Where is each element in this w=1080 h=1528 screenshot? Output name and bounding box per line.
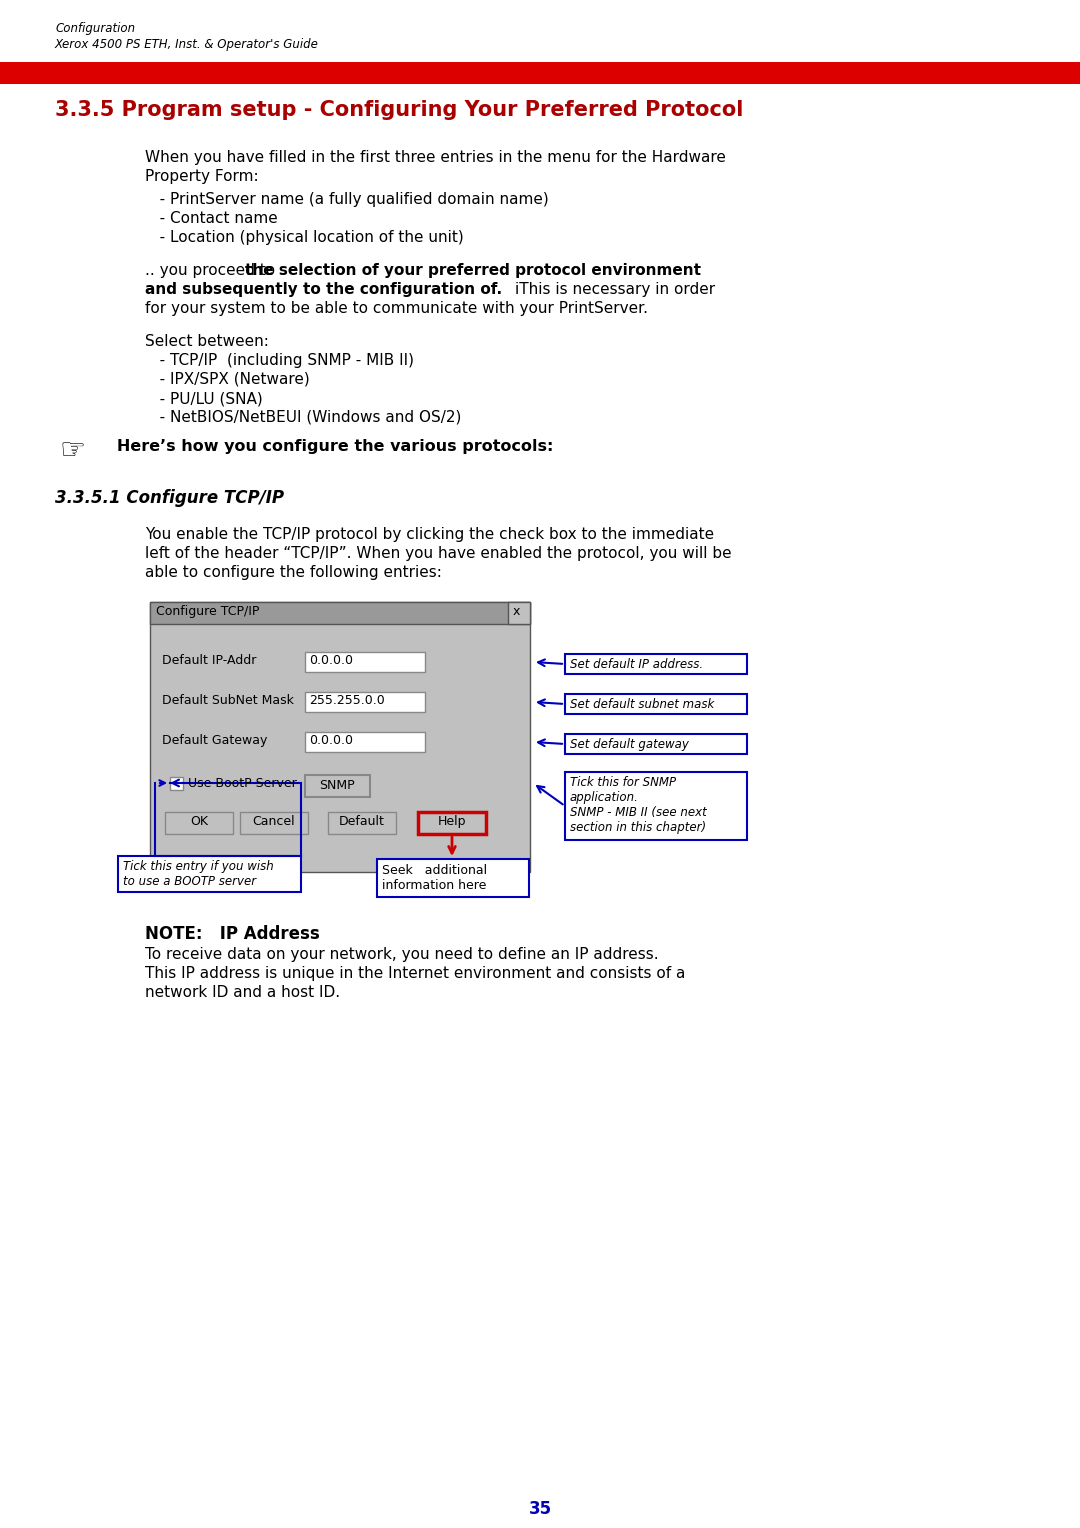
Bar bbox=[377, 859, 529, 897]
Text: Default: Default bbox=[339, 814, 384, 828]
Bar bbox=[240, 811, 308, 834]
Text: 3.3.5.1 Configure TCP/IP: 3.3.5.1 Configure TCP/IP bbox=[55, 489, 284, 507]
Text: - PU/LU (SNA): - PU/LU (SNA) bbox=[145, 391, 262, 406]
Bar bbox=[170, 778, 183, 790]
Text: Default Gateway: Default Gateway bbox=[162, 733, 268, 747]
Text: OK: OK bbox=[190, 814, 208, 828]
Text: To receive data on your network, you need to define an IP address.: To receive data on your network, you nee… bbox=[145, 947, 659, 963]
Text: 35: 35 bbox=[528, 1500, 552, 1517]
Text: 255.255.0.0: 255.255.0.0 bbox=[309, 694, 384, 707]
Bar bbox=[165, 811, 233, 834]
Text: Default SubNet Mask: Default SubNet Mask bbox=[162, 694, 294, 707]
Text: Configure TCP/IP: Configure TCP/IP bbox=[156, 605, 259, 617]
Bar bbox=[305, 692, 426, 712]
Text: Property Form:: Property Form: bbox=[145, 170, 258, 183]
Bar bbox=[150, 602, 530, 623]
Text: - NetBIOS/NetBEUI (Windows and OS/2): - NetBIOS/NetBEUI (Windows and OS/2) bbox=[145, 410, 461, 425]
Text: Default IP-Addr: Default IP-Addr bbox=[162, 654, 256, 668]
Text: ☞: ☞ bbox=[60, 437, 86, 465]
Text: network ID and a host ID.: network ID and a host ID. bbox=[145, 986, 340, 999]
Text: .. you proceed to: .. you proceed to bbox=[145, 263, 280, 278]
Text: Use BootP Server: Use BootP Server bbox=[188, 778, 297, 790]
Text: When you have filled in the first three entries in the menu for the Hardware: When you have filled in the first three … bbox=[145, 150, 726, 165]
Text: x: x bbox=[513, 605, 521, 617]
Text: left of the header “TCP/IP”. When you have enabled the protocol, you will be: left of the header “TCP/IP”. When you ha… bbox=[145, 545, 731, 561]
Text: Select between:: Select between: bbox=[145, 335, 269, 348]
Text: - IPX/SPX (Netware): - IPX/SPX (Netware) bbox=[145, 371, 310, 387]
Text: Set default IP address.: Set default IP address. bbox=[570, 659, 703, 671]
Text: - Contact name: - Contact name bbox=[145, 211, 278, 226]
Text: This IP address is unique in the Internet environment and consists of a: This IP address is unique in the Interne… bbox=[145, 966, 686, 981]
Bar bbox=[305, 652, 426, 672]
Text: Configuration: Configuration bbox=[55, 21, 135, 35]
Bar bbox=[418, 811, 486, 834]
Text: able to configure the following entries:: able to configure the following entries: bbox=[145, 565, 442, 581]
Text: Cancel: Cancel bbox=[253, 814, 295, 828]
Text: - TCP/IP  (including SNMP - MIB II): - TCP/IP (including SNMP - MIB II) bbox=[145, 353, 414, 368]
Bar bbox=[565, 772, 747, 840]
Bar bbox=[565, 654, 747, 674]
Text: - Location (physical location of the unit): - Location (physical location of the uni… bbox=[145, 231, 463, 244]
Text: 3.3.5 Program setup - Configuring Your Preferred Protocol: 3.3.5 Program setup - Configuring Your P… bbox=[55, 99, 743, 121]
Bar bbox=[0, 63, 1080, 84]
Bar bbox=[565, 733, 747, 753]
Text: You enable the TCP/IP protocol by clicking the check box to the immediate: You enable the TCP/IP protocol by clicki… bbox=[145, 527, 714, 542]
Text: 0.0.0.0: 0.0.0.0 bbox=[309, 733, 353, 747]
Bar bbox=[305, 775, 370, 798]
Text: 0.0.0.0: 0.0.0.0 bbox=[309, 654, 353, 668]
Text: Set default subnet mask: Set default subnet mask bbox=[570, 698, 714, 711]
Text: Set default gateway: Set default gateway bbox=[570, 738, 689, 750]
Text: Tick this entry if you wish
to use a BOOTP server: Tick this entry if you wish to use a BOO… bbox=[123, 860, 273, 888]
Bar bbox=[565, 694, 747, 714]
Bar bbox=[150, 602, 530, 872]
Text: Tick this for SNMP
application.
SNMP - MIB II (see next
section in this chapter): Tick this for SNMP application. SNMP - M… bbox=[570, 776, 706, 834]
Text: SNMP: SNMP bbox=[320, 779, 355, 792]
Text: and subsequently to the configuration of.: and subsequently to the configuration of… bbox=[145, 283, 502, 296]
Text: NOTE:   IP Address: NOTE: IP Address bbox=[145, 924, 320, 943]
Text: for your system to be able to communicate with your PrintServer.: for your system to be able to communicat… bbox=[145, 301, 648, 316]
Text: the selection of your preferred protocol environment: the selection of your preferred protocol… bbox=[245, 263, 701, 278]
Bar bbox=[508, 602, 530, 623]
Text: iThis is necessary in order: iThis is necessary in order bbox=[515, 283, 715, 296]
Bar bbox=[328, 811, 396, 834]
Text: - PrintServer name (a fully qualified domain name): - PrintServer name (a fully qualified do… bbox=[145, 193, 549, 206]
Bar bbox=[118, 856, 301, 892]
Bar bbox=[305, 732, 426, 752]
Text: Xerox 4500 PS ETH, Inst. & Operator's Guide: Xerox 4500 PS ETH, Inst. & Operator's Gu… bbox=[55, 38, 319, 50]
Text: Help: Help bbox=[437, 814, 467, 828]
Text: Here’s how you configure the various protocols:: Here’s how you configure the various pro… bbox=[100, 439, 553, 454]
Text: Seek   additional
information here: Seek additional information here bbox=[382, 863, 487, 892]
